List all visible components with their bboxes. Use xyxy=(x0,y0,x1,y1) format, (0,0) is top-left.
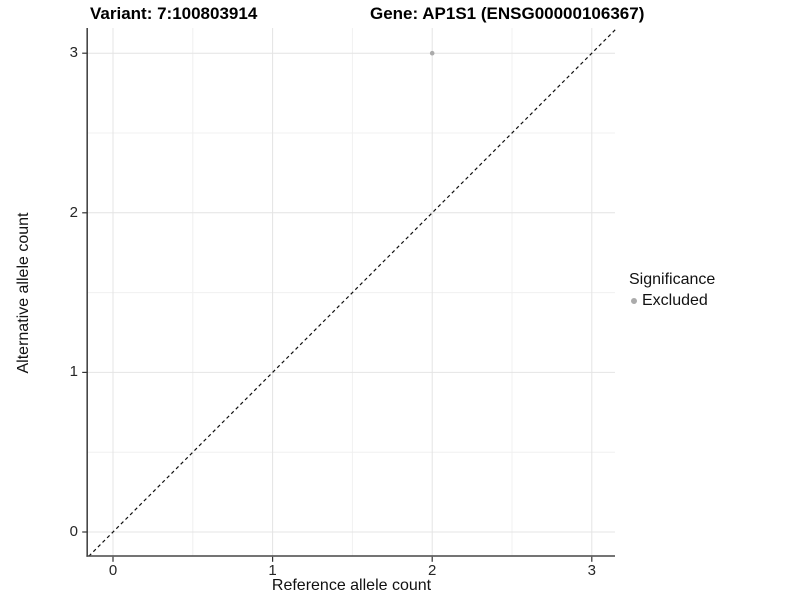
x-axis-title: Reference allele count xyxy=(271,577,432,594)
gene-title: Gene: AP1S1 (ENSG00000106367) xyxy=(370,4,645,23)
y-tick-label: 1 xyxy=(69,363,78,381)
identity-line xyxy=(88,28,617,557)
legend-title: Significance xyxy=(629,271,716,288)
legend-entry-excluded: Excluded xyxy=(629,292,715,310)
legend: Significance Excluded xyxy=(629,270,715,310)
y-tick-label: 3 xyxy=(69,44,78,62)
x-tick-label: 3 xyxy=(587,562,596,579)
variant-title: Variant: 7:100803914 xyxy=(90,4,258,23)
x-tick-label: 0 xyxy=(108,562,118,579)
legend-entry-label: Excluded xyxy=(642,292,708,309)
y-tick-label: 0 xyxy=(69,523,78,540)
y-axis-title: Alternative allele count xyxy=(15,212,32,374)
data-point xyxy=(429,50,435,56)
y-tick-label: 2 xyxy=(69,203,78,221)
x-tick-label: 1 xyxy=(268,562,277,579)
x-tick-label: 2 xyxy=(428,562,437,579)
legend-point-icon xyxy=(631,298,637,304)
